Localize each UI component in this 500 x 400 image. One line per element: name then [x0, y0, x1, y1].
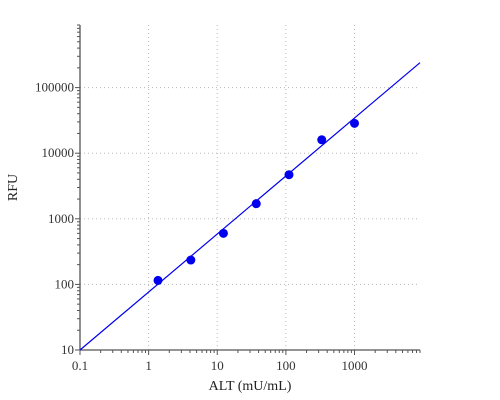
data-point	[218, 228, 228, 238]
x-tick-label: 1000	[342, 358, 368, 373]
data-point	[251, 199, 261, 209]
x-tick-label: 1	[145, 358, 152, 373]
fit-line	[79, 62, 421, 351]
x-axis-title: ALT (mU/mL)	[209, 379, 292, 394]
x-tick-label: 0.1	[72, 358, 88, 373]
y-tick-label: 10000	[42, 145, 75, 160]
data-point	[153, 275, 163, 285]
y-tick-label: 100	[55, 276, 75, 291]
series-layer	[79, 62, 421, 351]
y-tick-label: 100000	[35, 80, 74, 95]
y-tick-label: 10	[61, 342, 74, 357]
y-tick-label: 1000	[48, 211, 74, 226]
x-tick-group: 0.1 1 10 100 1000	[72, 350, 421, 373]
data-point	[186, 255, 196, 265]
x-tick-label: 10	[211, 358, 224, 373]
y-axis-title: RFU	[6, 174, 21, 201]
y-grid-lines	[80, 87, 420, 285]
data-point	[350, 118, 360, 128]
x-tick-label: 100	[276, 358, 296, 373]
data-point	[317, 135, 327, 145]
y-tick-group: 10 100 1000 10000 100000	[35, 24, 80, 357]
data-point	[284, 170, 294, 180]
